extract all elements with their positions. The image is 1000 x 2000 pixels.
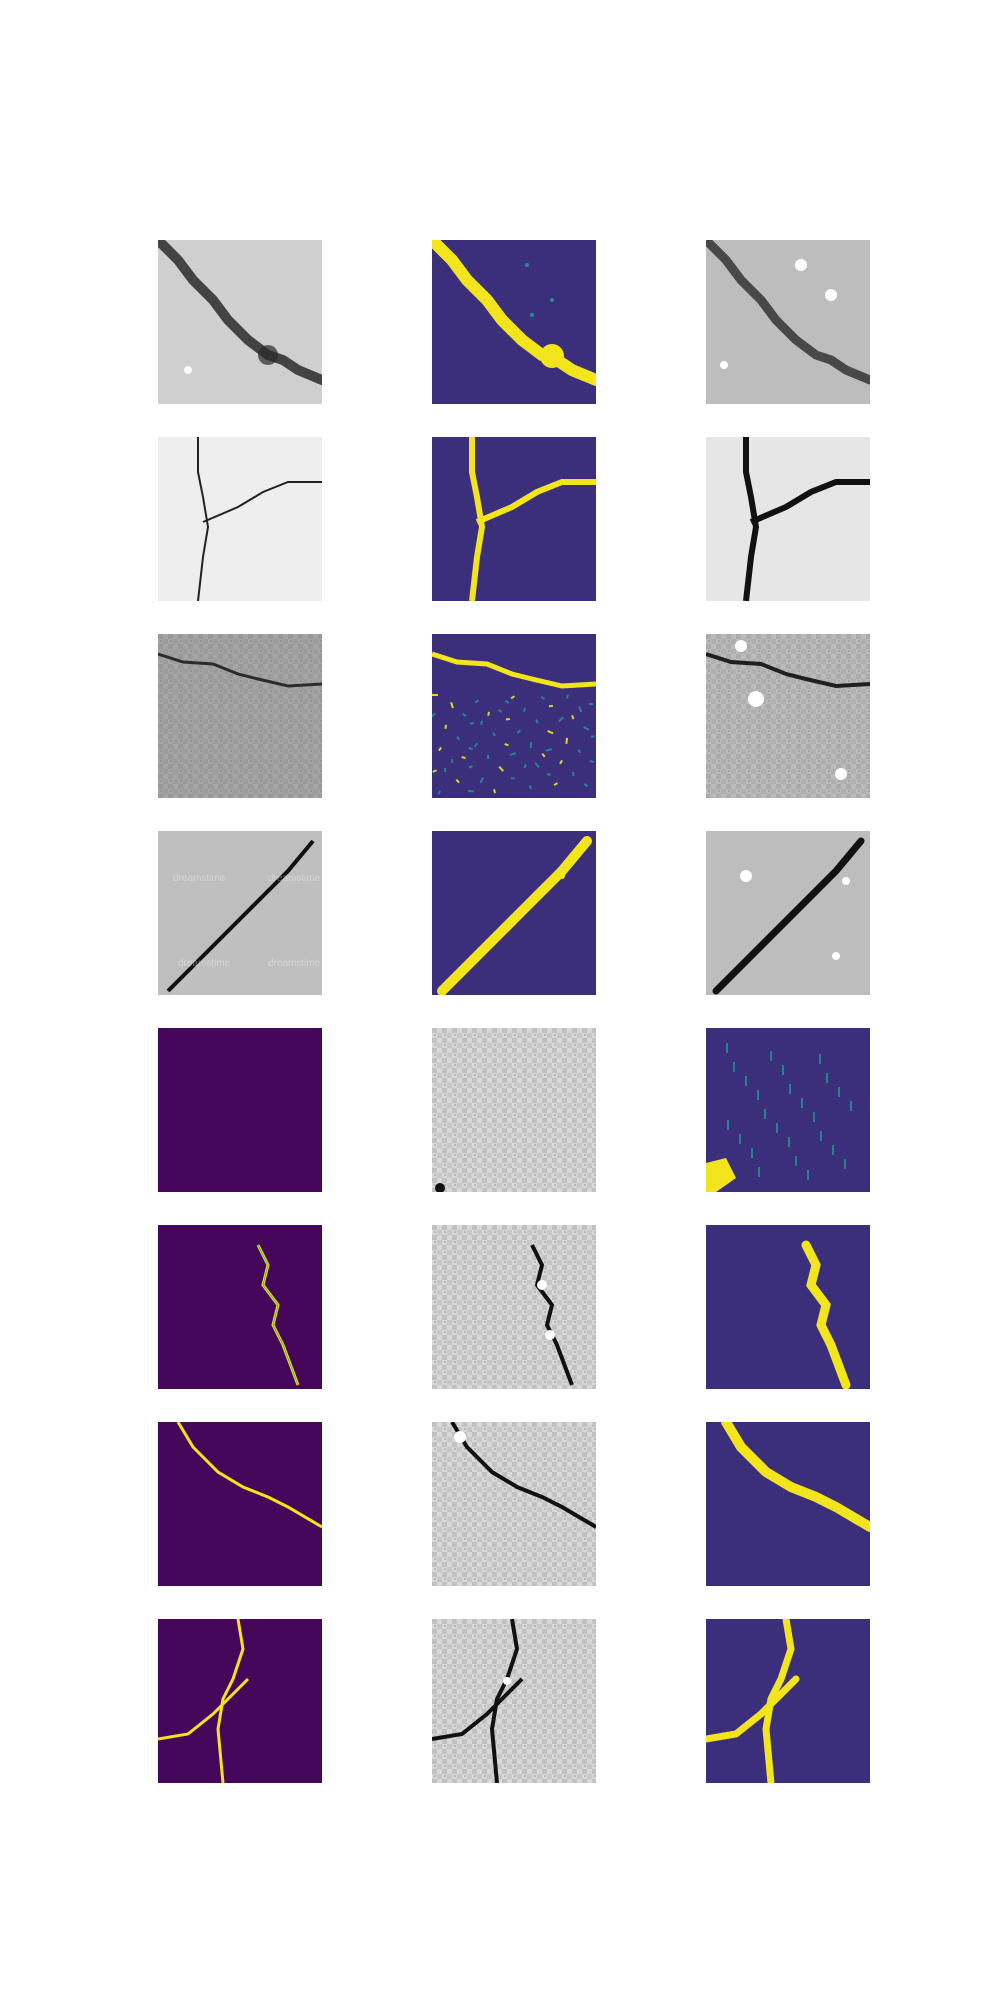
panel-r3-c3 [706, 634, 870, 798]
panel-r2-c1 [158, 437, 322, 601]
panel-r1-c3 [706, 240, 870, 404]
svg-text:dreamstime: dreamstime [268, 873, 321, 884]
panel-r1-c2 [432, 240, 596, 404]
svg-text:dreamstime: dreamstime [178, 958, 231, 969]
panel-r6-c2 [432, 1225, 596, 1389]
panel-r2-c3 [706, 437, 870, 601]
panel-r4-c3 [706, 831, 870, 995]
panel-r7-c3 [706, 1422, 870, 1586]
panel-r2-c2 [432, 437, 596, 601]
panel-r8-c1 [158, 1619, 322, 1783]
panel-r7-c2 [432, 1422, 596, 1586]
panel-r8-c2 [432, 1619, 596, 1783]
panel-r3-c2 [432, 634, 596, 798]
panel-r4-c1: dreamstime dreamstime dreamstime dreamst… [158, 831, 322, 995]
svg-text:dreamstime: dreamstime [173, 873, 226, 884]
panel-r3-c1 [158, 634, 322, 798]
svg-text:dreamstime: dreamstime [268, 958, 321, 969]
panel-r8-c3 [706, 1619, 870, 1783]
panel-r6-c3 [706, 1225, 870, 1389]
panel-r5-c1 [158, 1028, 322, 1192]
panel-r4-c2 [432, 831, 596, 995]
panel-r5-c3 [706, 1028, 870, 1192]
panel-r1-c1 [158, 240, 322, 404]
panel-r5-c2 [432, 1028, 596, 1192]
panel-r7-c1 [158, 1422, 322, 1586]
panel-r6-c1 [158, 1225, 322, 1389]
